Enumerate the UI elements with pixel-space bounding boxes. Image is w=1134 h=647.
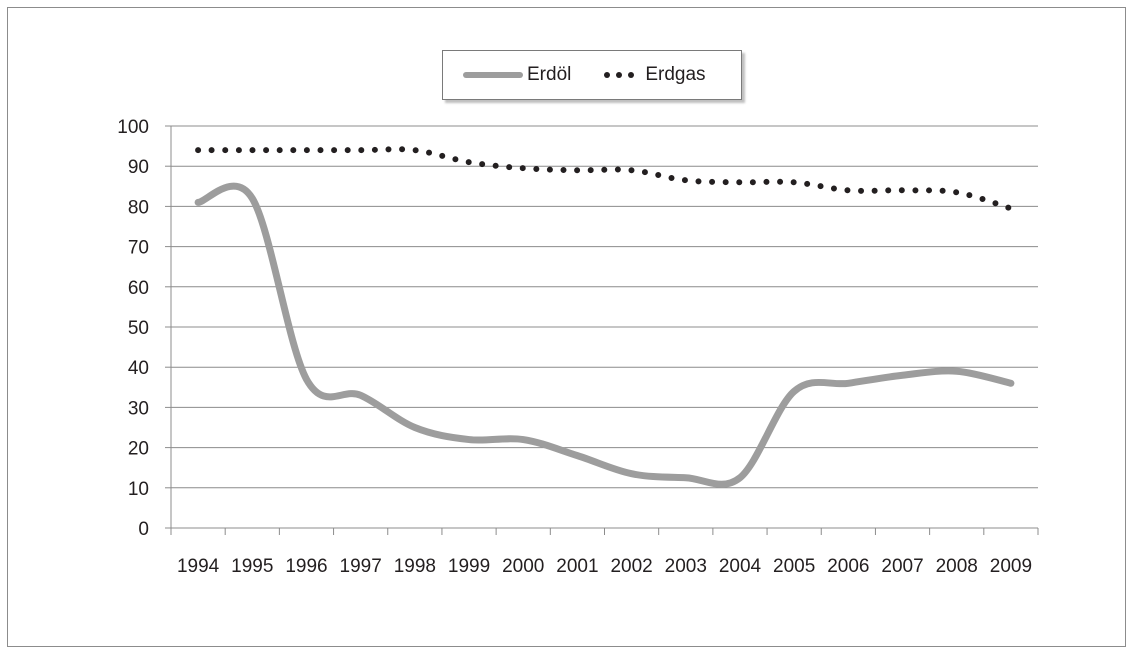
legend-swatch-erdgas [603, 71, 641, 79]
x-tick-label: 1996 [285, 556, 327, 577]
x-tick-label: 2001 [556, 556, 598, 577]
series-layer [198, 149, 1011, 484]
y-tick-label: 60 [128, 278, 149, 299]
x-tick-label: 2006 [827, 556, 869, 577]
series-erdoel-line [198, 186, 1011, 484]
legend: Erdöl Erdgas [442, 50, 742, 100]
y-tick-label: 30 [128, 398, 149, 419]
y-tick-label: 20 [128, 439, 149, 460]
x-tick-label: 2003 [665, 556, 707, 577]
y-tick-label: 10 [128, 479, 149, 500]
x-tick-label: 1998 [394, 556, 436, 577]
series-erdgas-line [198, 149, 1011, 208]
y-tick-label: 40 [128, 358, 149, 379]
x-tick-label: 2007 [881, 556, 923, 577]
y-tick-label: 80 [128, 197, 149, 218]
y-tick-label: 50 [128, 318, 149, 339]
y-tick-label: 90 [128, 157, 149, 178]
x-tick-label: 2002 [610, 556, 652, 577]
x-tick-label: 1997 [340, 556, 382, 577]
x-tick-label: 2005 [773, 556, 815, 577]
x-tick-label: 1995 [231, 556, 273, 577]
label-layer: 0 10 20 30 40 50 60 70 80 90 100 1994 1995 1996 1997 19… [117, 117, 1032, 577]
grid-layer [171, 126, 1038, 488]
x-tick-label: 2004 [719, 556, 762, 577]
y-tick-label: 70 [128, 238, 149, 259]
legend-swatch-erdoel [463, 72, 523, 78]
legend-item-erdgas: Erdgas [603, 64, 705, 86]
x-tick-label: 2009 [990, 556, 1032, 577]
x-tick-label: 2008 [936, 556, 978, 577]
x-tick-label: 1994 [177, 556, 220, 577]
x-tick-label: 2000 [502, 556, 544, 577]
x-tick-label: 1999 [448, 556, 490, 577]
y-tick-label: 0 [138, 519, 149, 540]
y-tick-label: 100 [117, 117, 149, 138]
legend-label-erdgas: Erdgas [645, 64, 705, 86]
legend-label-erdoel: Erdöl [527, 64, 571, 86]
legend-item-erdoel: Erdöl [463, 64, 571, 86]
axis-layer [165, 126, 1038, 535]
